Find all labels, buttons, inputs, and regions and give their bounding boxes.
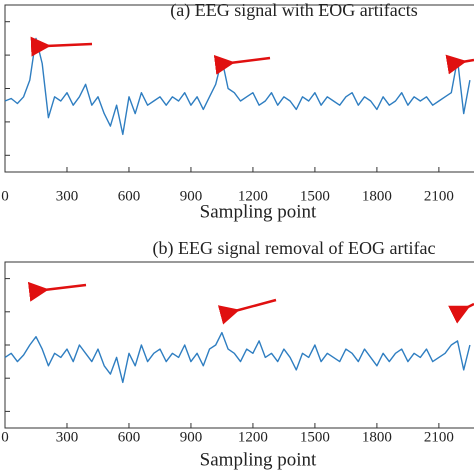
x-tick-label: 0 — [1, 429, 9, 445]
arrow — [213, 54, 271, 75]
x-tick-label: 900 — [180, 188, 203, 204]
arrow — [445, 54, 474, 75]
x-tick-label: 600 — [118, 429, 141, 445]
x-tick-label: 1800 — [362, 429, 392, 445]
x-tick-label: 1500 — [300, 429, 330, 445]
x-axis-label: Sampling point — [200, 449, 317, 470]
chart-title: (b) EEG signal removal of EOG artifac — [153, 238, 436, 259]
x-axis-label: Sampling point — [200, 201, 317, 222]
chart-title: (a) EEG signal with EOG artifacts — [170, 0, 417, 21]
x-tick-label: 600 — [118, 188, 141, 204]
plot-frame — [4, 4, 474, 173]
signal-line — [4, 37, 471, 136]
x-tick-label: 900 — [180, 429, 203, 445]
arrow — [30, 36, 93, 57]
x-tick-label: 1500 — [300, 188, 330, 204]
x-tick-label: 2100 — [424, 188, 454, 204]
signal-line — [4, 331, 471, 384]
x-tick-label: 1800 — [362, 188, 392, 204]
x-tick-label: 300 — [56, 188, 79, 204]
x-tick-label: 2100 — [424, 429, 454, 445]
x-tick-label: 0 — [1, 188, 9, 204]
arrow — [217, 298, 277, 325]
arrow — [448, 302, 474, 324]
x-tick-label: 1200 — [238, 429, 268, 445]
x-tick-label: 300 — [56, 429, 79, 445]
arrow — [27, 281, 87, 302]
annotation-arrows — [27, 36, 474, 325]
x-tick-label: 1200 — [238, 188, 268, 204]
